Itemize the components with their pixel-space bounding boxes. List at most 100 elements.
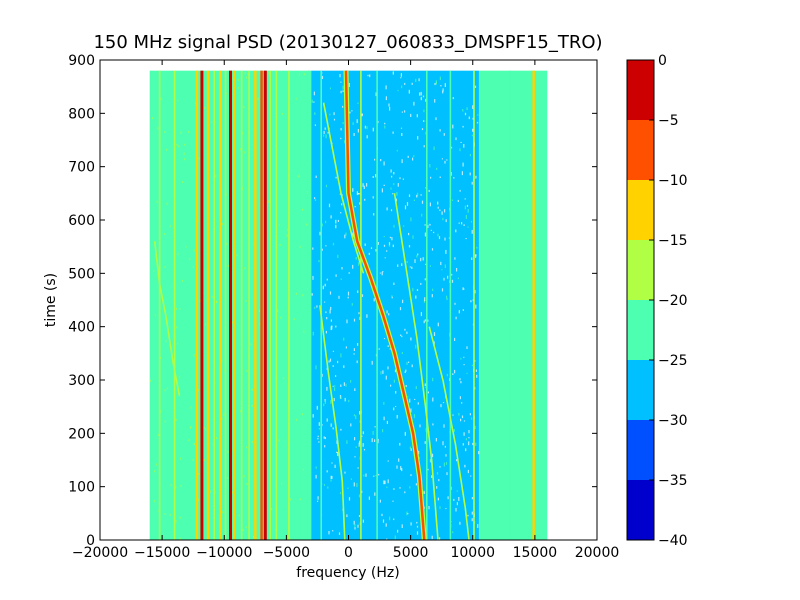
speckle-dot bbox=[410, 448, 412, 451]
speckle-dot bbox=[388, 103, 390, 107]
speckle-dot bbox=[472, 105, 474, 109]
speckle-dot bbox=[189, 426, 191, 429]
speckle-dot bbox=[337, 360, 339, 364]
speckle-dot bbox=[353, 482, 355, 487]
speckle-dot bbox=[430, 176, 432, 179]
speckle-dot bbox=[378, 473, 380, 476]
speckle-dot bbox=[399, 487, 401, 489]
speckle-dot bbox=[352, 188, 354, 192]
speckle-dot bbox=[469, 172, 471, 176]
speckle-dot bbox=[242, 529, 244, 531]
speckle-dot bbox=[364, 198, 366, 201]
y-tick-label: 200 bbox=[68, 426, 95, 442]
speckle-dot bbox=[356, 191, 358, 196]
speckle-dot bbox=[424, 383, 426, 386]
speckle-dot bbox=[395, 391, 397, 394]
speckle-dot bbox=[450, 172, 452, 176]
speckle-dot bbox=[415, 386, 417, 390]
speckle-dot bbox=[453, 498, 455, 501]
speckle-dot bbox=[317, 500, 319, 502]
speckle-dot bbox=[197, 498, 199, 501]
spectral-line bbox=[275, 70, 278, 540]
speckle-dot bbox=[314, 112, 316, 115]
speckle-dot bbox=[391, 296, 393, 299]
speckle-dot bbox=[444, 209, 446, 213]
speckle-dot bbox=[286, 228, 289, 231]
speckle-dot bbox=[410, 217, 412, 222]
speckle-dot bbox=[277, 309, 279, 312]
speckle-dot bbox=[346, 440, 348, 444]
speckle-dot bbox=[444, 445, 446, 448]
speckle-dot bbox=[357, 290, 359, 293]
spectral-line bbox=[288, 70, 290, 540]
speckle-dot bbox=[401, 133, 403, 136]
speckle-dot bbox=[421, 128, 424, 131]
speckle-dot bbox=[258, 310, 261, 312]
speckle-dot bbox=[342, 85, 344, 90]
speckle-dot bbox=[330, 306, 332, 310]
speckle-dot bbox=[156, 200, 158, 203]
speckle-dot bbox=[434, 99, 436, 103]
colorbar-tick-label: −10 bbox=[658, 173, 688, 189]
speckle-dot bbox=[183, 152, 185, 155]
speckle-dot bbox=[416, 521, 418, 524]
spectral-line bbox=[320, 70, 322, 540]
speckle-dot bbox=[432, 288, 434, 291]
speckle-dot bbox=[429, 224, 431, 226]
speckle-dot bbox=[444, 160, 446, 164]
speckle-dot bbox=[420, 257, 422, 262]
speckle-dot bbox=[470, 475, 472, 477]
speckle-dot bbox=[369, 74, 371, 78]
speckle-dot bbox=[362, 443, 364, 447]
speckle-dot bbox=[337, 452, 339, 456]
speckle-dot bbox=[359, 202, 361, 205]
speckle-dot bbox=[190, 425, 192, 428]
speckle-dot bbox=[442, 90, 444, 94]
speckle-dot bbox=[353, 133, 355, 136]
speckle-dot bbox=[455, 316, 457, 320]
speckle-dot bbox=[463, 356, 465, 358]
speckle-dot bbox=[244, 72, 246, 75]
speckle-dot bbox=[303, 330, 305, 333]
colorbar-level bbox=[627, 120, 654, 180]
speckle-dot bbox=[251, 440, 253, 443]
speckle-dot bbox=[412, 287, 414, 292]
speckle-dot bbox=[164, 232, 166, 235]
speckle-dot bbox=[160, 97, 162, 100]
speckle-dot bbox=[439, 209, 441, 211]
speckle-dot bbox=[329, 309, 331, 314]
speckle-dot bbox=[389, 106, 391, 111]
speckle-dot bbox=[455, 229, 457, 233]
speckle-dot bbox=[406, 261, 408, 263]
speckle-dot bbox=[432, 377, 434, 382]
speckle-dot bbox=[416, 114, 418, 118]
speckle-dot bbox=[177, 342, 179, 345]
x-tick-label: 15000 bbox=[513, 545, 558, 561]
speckle-dot bbox=[401, 111, 403, 113]
speckle-dot bbox=[301, 413, 304, 416]
speckle-dot bbox=[456, 490, 458, 492]
speckle-dot bbox=[197, 389, 199, 392]
speckle-dot bbox=[330, 423, 332, 427]
speckle-dot bbox=[375, 475, 377, 477]
speckle-dot bbox=[325, 184, 328, 188]
speckle-dot bbox=[325, 134, 327, 139]
speckle-dot bbox=[354, 524, 356, 527]
speckle-dot bbox=[446, 159, 448, 161]
speckle-dot bbox=[164, 513, 166, 515]
speckle-dot bbox=[410, 113, 412, 117]
speckle-dot bbox=[404, 328, 406, 331]
doppler-trace bbox=[344, 70, 426, 540]
speckle-dot bbox=[371, 360, 373, 365]
speckle-dot bbox=[463, 288, 465, 290]
speckle-dot bbox=[314, 124, 316, 126]
speckle-dot bbox=[472, 117, 474, 120]
speckle-dot bbox=[405, 369, 407, 372]
y-tick-label: 100 bbox=[68, 480, 95, 496]
x-tick-label: −10000 bbox=[196, 545, 252, 561]
speckle-dot bbox=[432, 397, 434, 402]
speckle-dot bbox=[471, 181, 473, 185]
speckle-dot bbox=[393, 488, 395, 490]
spectrogram-region bbox=[478, 70, 548, 540]
speckle-dot bbox=[251, 388, 253, 391]
